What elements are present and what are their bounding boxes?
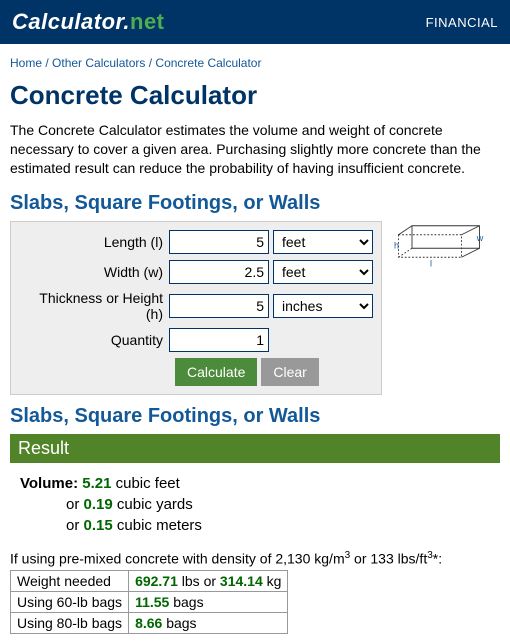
clear-button[interactable]: Clear: [261, 358, 318, 386]
table-row: Using 60-lb bags 11.55 bags: [11, 592, 288, 613]
volume-m3-value: 0.15: [84, 517, 113, 534]
quantity-input[interactable]: [169, 328, 269, 352]
breadcrumb: Home / Other Calculators / Concrete Calc…: [10, 56, 500, 70]
bags80-value: 8.66: [135, 615, 162, 631]
site-logo[interactable]: Calculator.net: [12, 9, 165, 35]
width-unit-select[interactable]: feet: [273, 260, 373, 284]
volume-label: Volume:: [20, 475, 82, 492]
thickness-label: Thickness or Height (h): [19, 290, 169, 322]
weight-needed-label: Weight needed: [11, 571, 129, 592]
length-label: Length (l): [19, 234, 169, 250]
table-row: Using 80-lb bags 8.66 bags: [11, 613, 288, 634]
logo-text-main: Calculator: [12, 9, 123, 34]
breadcrumb-current[interactable]: Concrete Calculator: [155, 56, 261, 70]
volume-ft3-value: 5.21: [82, 475, 111, 492]
length-input[interactable]: [169, 230, 269, 254]
weight-table: Weight needed 692.71 lbs or 314.14 kg Us…: [10, 570, 288, 634]
bags60-label: Using 60-lb bags: [11, 592, 129, 613]
top-bar: Calculator.net FINANCIAL: [0, 0, 510, 44]
volume-yd3-value: 0.19: [84, 496, 113, 513]
breadcrumb-other[interactable]: Other Calculators: [52, 56, 145, 70]
bags80-label: Using 80-lb bags: [11, 613, 129, 634]
table-row: Weight needed 692.71 lbs or 314.14 kg: [11, 571, 288, 592]
nav-financial[interactable]: FINANCIAL: [426, 15, 498, 30]
result-title-bar: Result: [10, 434, 500, 463]
slabs-form: Length (l) feet Width (w) feet Thickness…: [10, 221, 382, 395]
svg-text:h: h: [394, 240, 399, 250]
density-note: If using pre-mixed concrete with density…: [10, 550, 500, 567]
volume-result: Volume: 5.21 cubic feet or 0.19 cubic ya…: [20, 473, 500, 536]
breadcrumb-home[interactable]: Home: [10, 56, 42, 70]
result-section-heading: Slabs, Square Footings, or Walls: [10, 405, 500, 428]
thickness-unit-select[interactable]: inches: [273, 294, 373, 318]
quantity-label: Quantity: [19, 332, 169, 348]
slab-diagram-icon: h l w: [394, 221, 484, 271]
weight-lbs-value: 692.71: [135, 573, 178, 589]
svg-text:l: l: [430, 258, 432, 268]
page-content: Home / Other Calculators / Concrete Calc…: [0, 44, 510, 642]
page-title: Concrete Calculator: [10, 80, 500, 111]
section-slabs-heading: Slabs, Square Footings, or Walls: [10, 192, 500, 215]
weight-kg-value: 314.14: [220, 573, 263, 589]
width-input[interactable]: [169, 260, 269, 284]
width-label: Width (w): [19, 264, 169, 280]
length-unit-select[interactable]: feet: [273, 230, 373, 254]
svg-text:w: w: [476, 233, 484, 243]
logo-text-net: net: [130, 9, 165, 34]
page-description: The Concrete Calculator estimates the vo…: [10, 121, 500, 178]
thickness-input[interactable]: [169, 294, 269, 318]
logo-dot: .: [123, 9, 130, 34]
calculate-button[interactable]: Calculate: [175, 358, 257, 386]
